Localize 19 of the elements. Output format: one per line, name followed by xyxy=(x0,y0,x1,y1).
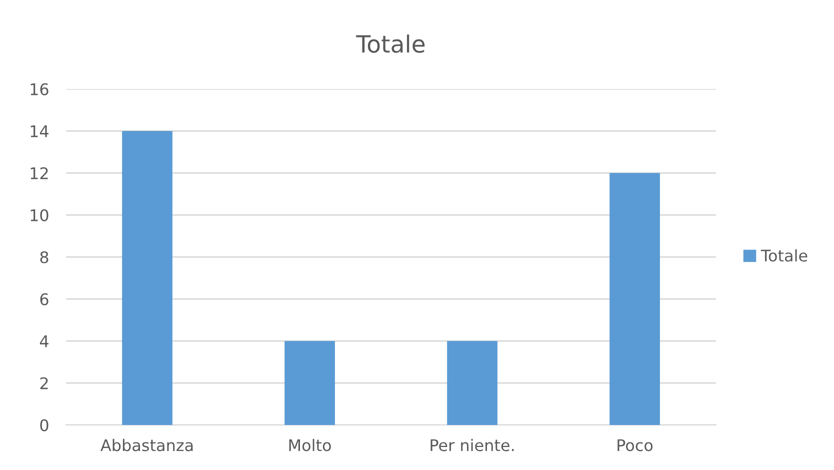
bar xyxy=(610,173,660,425)
y-tick-label: 16 xyxy=(30,83,48,96)
chart-title: Totale xyxy=(356,34,425,53)
x-tick-label: Per niente. xyxy=(430,438,514,452)
bar xyxy=(284,341,335,425)
bar xyxy=(122,131,172,425)
x-tick-label: Abbastanza xyxy=(100,438,193,452)
x-tick-label: Molto xyxy=(289,438,331,452)
x-tick-label: Poco xyxy=(618,439,653,452)
y-tick-label: 2 xyxy=(40,377,48,390)
bar xyxy=(447,341,498,425)
y-tick-label: 10 xyxy=(30,209,48,222)
y-tick-label: 8 xyxy=(40,251,48,264)
y-tick-label: 6 xyxy=(40,293,48,306)
y-tick-label: 12 xyxy=(30,167,48,180)
y-tick-label: 4 xyxy=(40,335,48,348)
legend-label: Totale xyxy=(760,249,808,262)
y-tick-label: 14 xyxy=(30,125,48,138)
y-tick-label: 0 xyxy=(40,419,48,432)
